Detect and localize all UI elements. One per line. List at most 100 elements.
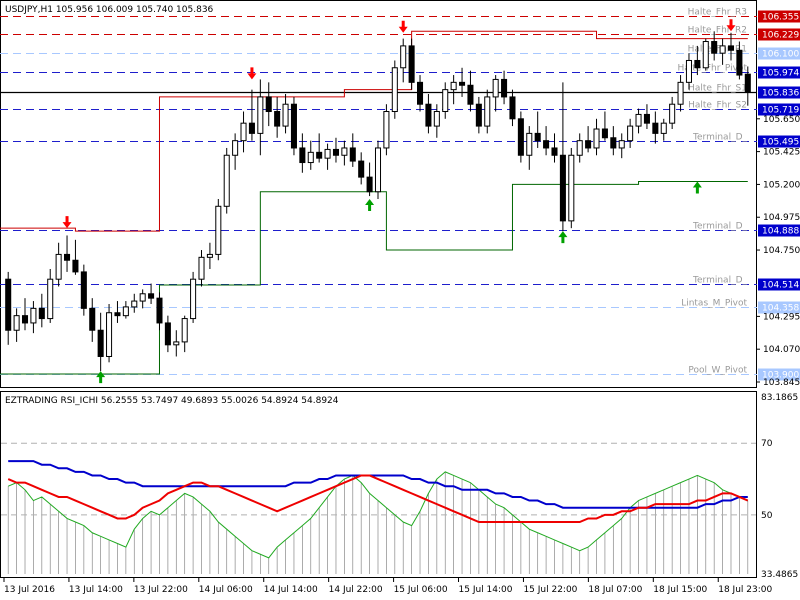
- candle-body: [484, 96, 491, 127]
- candle-body: [660, 122, 667, 134]
- candle-body: [459, 81, 466, 86]
- price-box: [758, 103, 800, 116]
- time-tick-label: 13 Jul 2016: [4, 585, 55, 595]
- candle-body: [551, 147, 558, 156]
- level-label: Terminal_D_: [692, 133, 747, 143]
- up-arrow-icon: [692, 181, 702, 194]
- candle-body: [265, 96, 272, 113]
- candle-body: [316, 151, 323, 159]
- candle-body: [349, 147, 356, 162]
- price-box: [758, 368, 800, 381]
- candle-body: [417, 81, 424, 105]
- price-box: [758, 28, 800, 41]
- price-panel-frame: [0, 0, 757, 388]
- candle-body: [47, 278, 54, 320]
- price-box: [758, 10, 800, 23]
- indicator-tick-label: 83.1865: [761, 393, 798, 403]
- up-arrow-icon: [558, 231, 568, 244]
- candle-body: [173, 341, 180, 346]
- candle-body: [223, 154, 230, 207]
- candle-body: [744, 73, 751, 93]
- candle-body: [618, 140, 625, 149]
- up-arrow-icon: [365, 199, 375, 211]
- price-box-label: 104.514: [762, 281, 799, 291]
- price-tick-label: 104.295: [763, 312, 800, 322]
- price-box-label: 106.100: [762, 50, 799, 60]
- candle-body: [669, 103, 676, 124]
- candle-body: [190, 278, 197, 320]
- candle-body: [391, 67, 398, 113]
- candle-body: [5, 278, 12, 331]
- time-tick-label: 18 Jul 15:00: [653, 585, 707, 595]
- candle-body: [240, 122, 247, 142]
- candle-body: [643, 113, 650, 124]
- candle-body: [122, 306, 129, 317]
- indicator-tick-label: 70: [761, 439, 773, 449]
- level-label: Terminal_D_: [692, 222, 747, 232]
- candle-body: [711, 41, 718, 54]
- signal-blue-line: [8, 460, 748, 509]
- price-box: [758, 86, 800, 99]
- axes: 105.650 105.425 105.200 104.975 104.750 104.2…: [3, 115, 800, 595]
- candle-body: [282, 103, 289, 127]
- resistance-stair-line: [0, 30, 748, 232]
- candle-body: [72, 259, 79, 273]
- candle-body: [198, 256, 205, 280]
- candle-body: [433, 111, 440, 127]
- candle-body: [702, 41, 709, 69]
- price-box-label: 104.888: [762, 227, 799, 237]
- candle-body: [593, 128, 600, 149]
- candle-body: [139, 293, 146, 302]
- candle-body: [467, 84, 474, 105]
- candle-body: [181, 318, 188, 343]
- candle-body: [736, 49, 743, 76]
- candle-body: [585, 140, 592, 149]
- candle-body: [534, 132, 541, 142]
- candle-body: [450, 81, 457, 91]
- candle-body: [64, 253, 71, 261]
- candle-body: [114, 312, 121, 317]
- indicator-header: EZTRADING RSI_ICHI 56.2555 53.7497 49.68…: [5, 396, 339, 406]
- candle-body: [652, 122, 659, 134]
- candle-body: [148, 293, 155, 299]
- down-arrow-icon: [726, 19, 736, 32]
- price-tick-label: 105.650: [763, 115, 800, 125]
- price-tick-label: 105.425: [763, 148, 800, 158]
- candle-body: [727, 45, 735, 51]
- price-tick-label: 104.070: [763, 345, 800, 355]
- candle-body: [21, 315, 29, 324]
- level-label: Lintas_M_Pivot: [681, 299, 747, 309]
- indicator-tick-label: 33.4865: [761, 570, 798, 580]
- candle-body: [80, 271, 87, 309]
- candle-body: [601, 128, 608, 139]
- price-box: [758, 301, 800, 314]
- price-box: [758, 47, 800, 60]
- level-lines: Halte_Fhr_R3 106.355 Halte_Fhr_R2 106.229 Ha…: [0, 8, 800, 381]
- time-tick-label: 14 Jul 06:00: [199, 585, 253, 595]
- candle-body: [492, 78, 499, 98]
- candle-body: [442, 89, 449, 113]
- candle-body: [164, 322, 171, 346]
- candle-body: [307, 151, 314, 164]
- time-tick-label: 18 Jul 23:00: [718, 585, 772, 595]
- price-box: [758, 278, 800, 291]
- time-tick-label: 14 Jul 14:00: [264, 585, 318, 595]
- candle-body: [374, 147, 382, 193]
- candle-body: [257, 96, 264, 134]
- candle-body: [425, 103, 432, 127]
- price-tick-label: 105.200: [763, 180, 800, 190]
- candle-body: [509, 96, 516, 120]
- candle-body: [719, 45, 726, 54]
- candle-body: [383, 111, 390, 149]
- rsi-line: [8, 471, 748, 559]
- indicator-series: [1, 442, 756, 574]
- candle-body: [97, 329, 104, 357]
- candle-body: [526, 132, 533, 156]
- indicator-panel-frame: [0, 391, 757, 578]
- price-box-label: 105.719: [762, 106, 799, 116]
- candle-body: [358, 160, 365, 178]
- candle-body: [215, 205, 222, 255]
- signal-red-line: [7, 474, 749, 524]
